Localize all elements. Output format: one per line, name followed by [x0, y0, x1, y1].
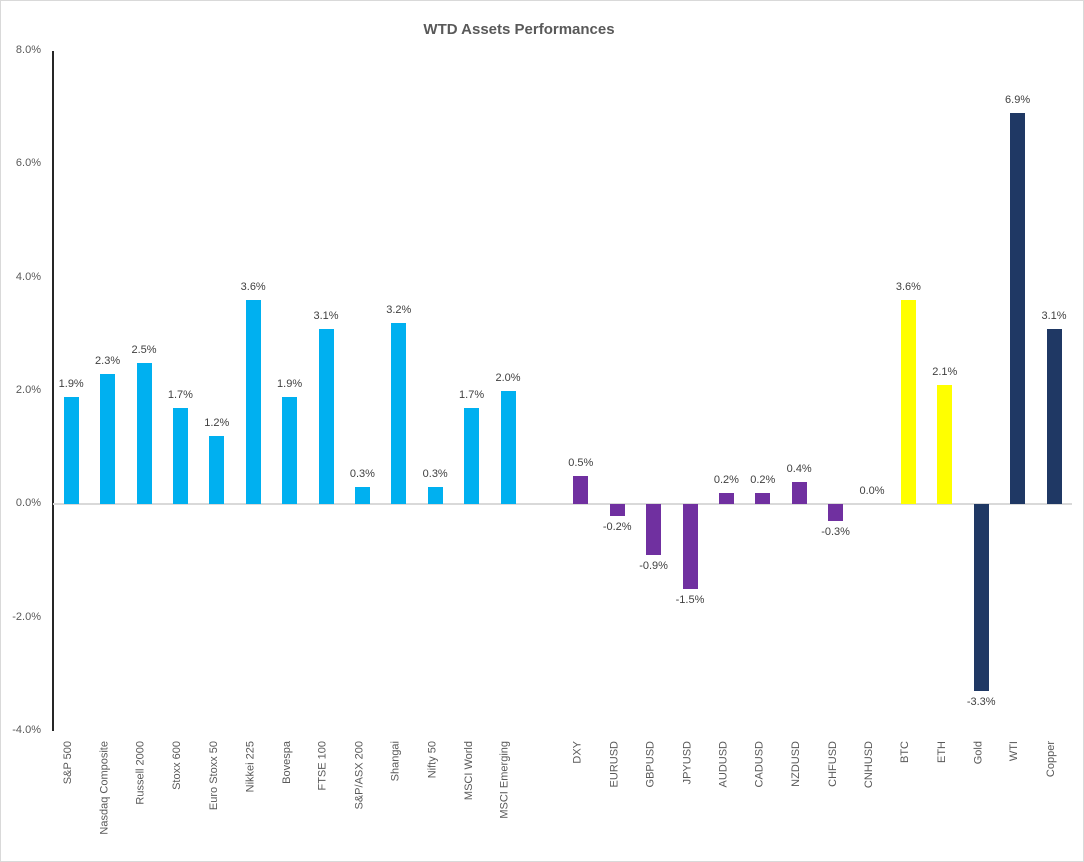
- bar-nikkei-225: [245, 300, 261, 505]
- value-label-msci-world: 1.7%: [459, 389, 485, 401]
- value-label-gbpusd: -0.9%: [639, 560, 668, 573]
- bar-msci-emerging: [500, 391, 516, 505]
- value-label-eurusd: -0.2%: [602, 520, 632, 533]
- category-label-msci-emerging: MSCI Emerging: [499, 741, 511, 819]
- category-label-nzdusd: NZDUSD: [790, 741, 803, 787]
- category-label-euro-stoxx-50: Euro Stoxx 50: [207, 741, 220, 811]
- bar-s-p-500: [63, 396, 79, 505]
- value-label-stoxx-600: 1.7%: [167, 389, 193, 401]
- value-label-cnhusd: 0.0%: [859, 485, 885, 498]
- category-label-nasdaq-composite: Nasdaq Composite: [98, 741, 111, 835]
- category-label-cnhusd: CNHUSD: [863, 741, 875, 789]
- category-label-eurusd: EURUSD: [608, 741, 621, 788]
- y-axis-line: [52, 51, 54, 731]
- value-label-chfusd: -0.3%: [821, 526, 850, 539]
- value-label-btc: 3.6%: [895, 281, 921, 294]
- bar-chfusd: [828, 504, 844, 522]
- value-label-russell-2000: 2.5%: [131, 343, 157, 356]
- value-label-dxy: 0.5%: [568, 457, 594, 469]
- value-label-wti: 6.9%: [1005, 94, 1031, 107]
- category-label-gbpusd: GBPUSD: [644, 741, 657, 788]
- value-label-euro-stoxx-50: 1.2%: [204, 417, 230, 430]
- category-label-audusd: AUDUSD: [717, 741, 730, 788]
- bar-nasdaq-composite: [100, 374, 116, 505]
- value-label-bovespa: 1.9%: [277, 377, 303, 390]
- category-label-copper: Copper: [1045, 741, 1057, 778]
- bar-wti: [1010, 113, 1026, 505]
- category-label-wti: WTI: [1008, 741, 1021, 762]
- category-label-chfusd: CHFUSD: [826, 741, 839, 787]
- category-label-gold: Gold: [972, 741, 985, 765]
- value-label-nasdaq-composite: 2.3%: [95, 355, 121, 367]
- category-label-nikkei-225: Nikkei 225: [244, 741, 257, 793]
- value-label-copper: 3.1%: [1041, 309, 1067, 322]
- bar-russell-2000: [136, 362, 152, 505]
- bar-ftse-100: [318, 328, 334, 505]
- chart-title: WTD Assets Performances: [423, 21, 615, 38]
- value-label-nzdusd: 0.4%: [786, 462, 812, 475]
- bar-s-p-asx-200: [354, 487, 370, 505]
- value-label-s-p-asx-200: 0.3%: [349, 468, 375, 481]
- bar-jpyusd: [682, 504, 698, 590]
- value-label-eth: 2.1%: [932, 366, 958, 379]
- bar-dxy: [573, 476, 589, 505]
- bar-nifty-50: [427, 487, 443, 505]
- y-tick-label: 6.0%: [15, 157, 41, 170]
- category-label-cadusd: CADUSD: [753, 741, 766, 788]
- bar-copper: [1046, 328, 1062, 505]
- bar-stoxx-600: [172, 408, 188, 505]
- bar-btc: [900, 300, 916, 505]
- category-label-dxy: DXY: [571, 741, 584, 764]
- category-label-bovespa: Bovespa: [280, 741, 293, 784]
- bar-msci-world: [464, 408, 480, 505]
- category-label-msci-world: MSCI World: [462, 741, 475, 801]
- bar-cadusd: [755, 493, 771, 505]
- bar-euro-stoxx-50: [209, 436, 225, 505]
- y-tick-label: -4.0%: [12, 724, 41, 736]
- category-label-s-p-500: S&P 500: [62, 741, 75, 785]
- value-label-gold: -3.3%: [966, 696, 996, 709]
- category-label-shangai: Shangai: [389, 741, 402, 782]
- value-label-audusd: 0.2%: [713, 474, 739, 486]
- value-label-jpyusd: -1.5%: [675, 594, 705, 607]
- category-label-jpyusd: JPYUSD: [681, 741, 693, 785]
- bar-gbpusd: [646, 504, 662, 556]
- category-label-s-p-asx-200: S&P/ASX 200: [353, 741, 366, 810]
- category-label-ftse-100: FTSE 100: [317, 741, 329, 791]
- y-tick-label: 2.0%: [15, 384, 41, 396]
- value-label-cadusd: 0.2%: [750, 474, 776, 486]
- value-label-nifty-50: 0.3%: [422, 468, 448, 481]
- category-label-nifty-50: Nifty 50: [426, 741, 439, 779]
- bar-bovespa: [282, 396, 298, 505]
- y-tick-label: 0.0%: [15, 497, 41, 510]
- category-label-eth: ETH: [935, 741, 948, 763]
- category-label-russell-2000: Russell 2000: [135, 741, 147, 805]
- bar-eth: [937, 385, 953, 505]
- value-label-nikkei-225: 3.6%: [240, 281, 266, 294]
- bar-audusd: [718, 493, 734, 505]
- bar-nzdusd: [791, 481, 807, 505]
- bar-eurusd: [609, 504, 625, 516]
- value-label-shangai: 3.2%: [386, 304, 412, 316]
- y-tick-label: 8.0%: [15, 44, 41, 56]
- value-label-msci-emerging: 2.0%: [495, 372, 521, 384]
- bar-shangai: [391, 323, 407, 505]
- value-label-s-p-500: 1.9%: [58, 377, 84, 390]
- zero-gridline: [53, 503, 1072, 505]
- category-label-stoxx-600: Stoxx 600: [171, 741, 184, 790]
- y-tick-label: 4.0%: [15, 270, 41, 283]
- category-label-btc: BTC: [899, 741, 912, 763]
- value-label-ftse-100: 3.1%: [313, 309, 339, 322]
- y-tick-label: -2.0%: [12, 610, 41, 623]
- bar-gold: [973, 504, 989, 692]
